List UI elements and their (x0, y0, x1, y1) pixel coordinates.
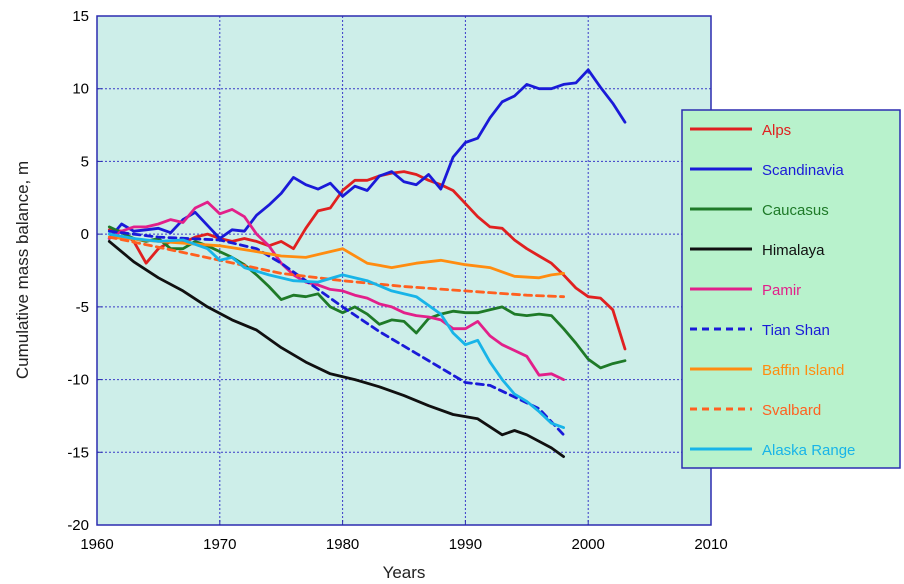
grid-lines (97, 16, 711, 525)
legend-label: Caucasus (762, 202, 829, 219)
y-tick-label: -10 (67, 372, 89, 389)
legend-items: Alps Scandinavia Caucasus Himalaya Pamir Tian… (690, 122, 855, 459)
series-line-svalbard (107, 235, 565, 299)
legend-label: Tian Shan (762, 322, 830, 339)
y-tick-label: 10 (72, 81, 89, 98)
series-line-tian-shan (107, 229, 565, 437)
y-tick-label: -15 (67, 444, 89, 461)
x-tick-label: 2000 (572, 536, 605, 553)
series-line-alps (107, 170, 627, 351)
y-tick-label: -5 (76, 299, 89, 316)
y-tick-label: 5 (81, 153, 89, 170)
x-tick-label: 1970 (203, 536, 236, 553)
legend-label: Pamir (762, 282, 801, 299)
legend-label: Alaska Range (762, 442, 855, 459)
legend-label: Alps (762, 122, 791, 139)
series-line-scandinavia (107, 68, 627, 240)
legend-label: Scandinavia (762, 162, 844, 179)
y-tick-label: 15 (72, 8, 89, 25)
y-axis-ticks: 15 10 5 0 -5 -10 -15 -20 (67, 8, 102, 534)
series-line-alaska-range (107, 232, 565, 430)
plot-background (97, 16, 711, 525)
legend-label: Himalaya (762, 242, 825, 259)
series-line-pamir (107, 200, 565, 382)
legend: Alps Scandinavia Caucasus Himalaya Pamir Tian… (681, 109, 901, 469)
series-layer (107, 68, 627, 459)
x-tick-label: 2010 (694, 536, 727, 553)
x-axis-ticks: 1960 1970 1980 1990 2000 2010 (80, 520, 728, 553)
y-axis-title: Cumulative mass balance, m (13, 161, 32, 379)
x-tick-label: 1990 (449, 536, 482, 553)
x-tick-label: 1960 (80, 536, 113, 553)
y-tick-label: -20 (67, 517, 89, 534)
legend-label: Svalbard (762, 402, 821, 419)
x-axis-title: Years (383, 563, 426, 582)
series-line-caucasus (107, 225, 627, 370)
legend-label: Baffin Island (762, 362, 844, 379)
x-tick-label: 1980 (326, 536, 359, 553)
series-line-baffin-island (107, 235, 565, 280)
y-tick-label: 0 (81, 226, 89, 243)
series-line-himalaya (107, 239, 565, 459)
